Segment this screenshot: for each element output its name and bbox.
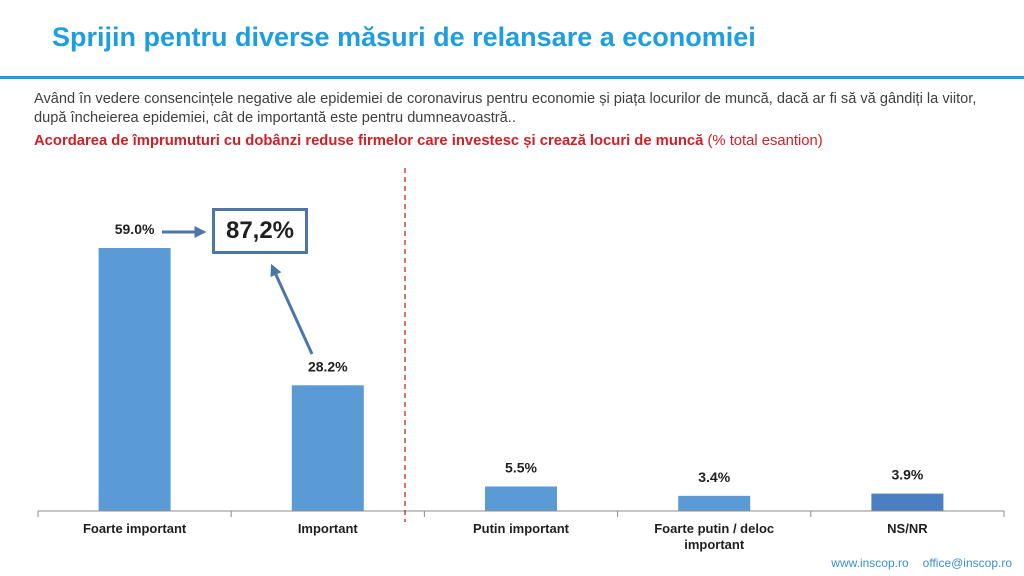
bar-3 bbox=[485, 486, 557, 511]
bar-4 bbox=[678, 495, 751, 511]
chart-subtitle: Acordarea de împrumuturi cu dobânzi redu… bbox=[34, 132, 1009, 151]
data-label-1: 59.0% bbox=[115, 221, 155, 237]
data-label-2: 28.2% bbox=[308, 358, 348, 374]
bar-5 bbox=[871, 493, 944, 511]
callout-arrow-diagonal bbox=[270, 263, 314, 355]
title-underline bbox=[0, 76, 1024, 79]
subtitle-measure: Acordarea de împrumuturi cu dobânzi redu… bbox=[34, 133, 704, 149]
survey-question: Având în vedere consencințele negative a… bbox=[34, 91, 977, 126]
page-title: Sprijin pentru diverse măsuri de relansa… bbox=[52, 22, 756, 52]
category-label-4: Foarte putin / deloc important bbox=[654, 521, 774, 552]
category-label-1: Foarte important bbox=[83, 521, 187, 536]
bar-1 bbox=[98, 248, 171, 511]
bar-2 bbox=[291, 385, 364, 511]
footer-contact: www.inscop.ro office@inscop.ro bbox=[831, 556, 1012, 570]
data-label-3: 5.5% bbox=[505, 459, 537, 475]
data-label-4: 3.4% bbox=[698, 469, 730, 485]
footer-email-link[interactable]: office@inscop.ro bbox=[922, 556, 1012, 570]
category-label-5: NS/NR bbox=[887, 521, 928, 536]
total-important-callout: 87,2% bbox=[212, 208, 308, 254]
footer-website-link[interactable]: www.inscop.ro bbox=[831, 556, 909, 570]
data-label-5: 3.9% bbox=[891, 467, 923, 483]
category-label-2: Important bbox=[298, 521, 359, 536]
category-label-3: Putin important bbox=[473, 521, 570, 536]
subtitle-sample-note: (% total esantion) bbox=[703, 133, 823, 149]
